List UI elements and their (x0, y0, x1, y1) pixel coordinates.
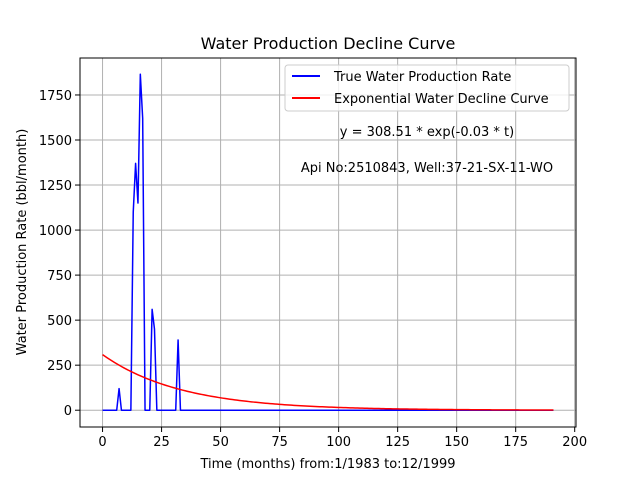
y-tick-label: 1000 (39, 224, 72, 239)
series-exponential-water-decline-curve (102, 354, 554, 411)
series-true-water-production-rate (102, 73, 554, 411)
x-tick-label: 125 (385, 435, 410, 450)
plot-frame (79, 57, 577, 428)
x-tick-label: 50 (212, 435, 229, 450)
y-tick-label: 1500 (39, 134, 72, 149)
equation-annotation: y = 308.51 * exp(-0.03 * t) (340, 125, 514, 140)
legend-label-true-rate: True Water Production Rate (333, 70, 511, 85)
x-tick-label: 100 (326, 435, 351, 450)
x-axis-label: Time (months) from:1/1983 to:12/1999 (199, 457, 455, 472)
y-tick-label: 1250 (39, 179, 72, 194)
x-tick-label: 75 (271, 435, 288, 450)
y-tick-label: 250 (47, 359, 72, 374)
y-tick-label: 500 (47, 314, 72, 329)
chart-title: Water Production Decline Curve (201, 34, 456, 53)
y-axis-label: Water Production Rate (bbl/month) (15, 129, 30, 356)
x-tick-label: 150 (444, 435, 469, 450)
plot-background (80, 58, 576, 427)
well-annotation: Api No:2510843, Well:37-21-SX-11-WO (301, 161, 553, 176)
legend-label-exponential: Exponential Water Decline Curve (334, 92, 549, 107)
x-tick-label: 175 (503, 435, 528, 450)
legend: True Water Production Rate Exponential W… (284, 64, 570, 112)
legend-box (284, 64, 570, 112)
x-tick-label: 200 (562, 435, 587, 450)
y-tick-label: 0 (64, 404, 72, 419)
axis-ticks: 0 25 50 75 100 125 150 175 200 0 250 500 750 1000 1250… (39, 89, 587, 450)
y-tick-label: 750 (47, 269, 72, 284)
plot-area: 0 25 50 75 100 125 150 175 200 0 250 500 750 1000 1250… (39, 57, 587, 450)
x-tick-label: 0 (98, 435, 106, 450)
y-tick-label: 1750 (39, 89, 72, 104)
x-tick-label: 25 (153, 435, 170, 450)
series-layer (102, 73, 554, 411)
